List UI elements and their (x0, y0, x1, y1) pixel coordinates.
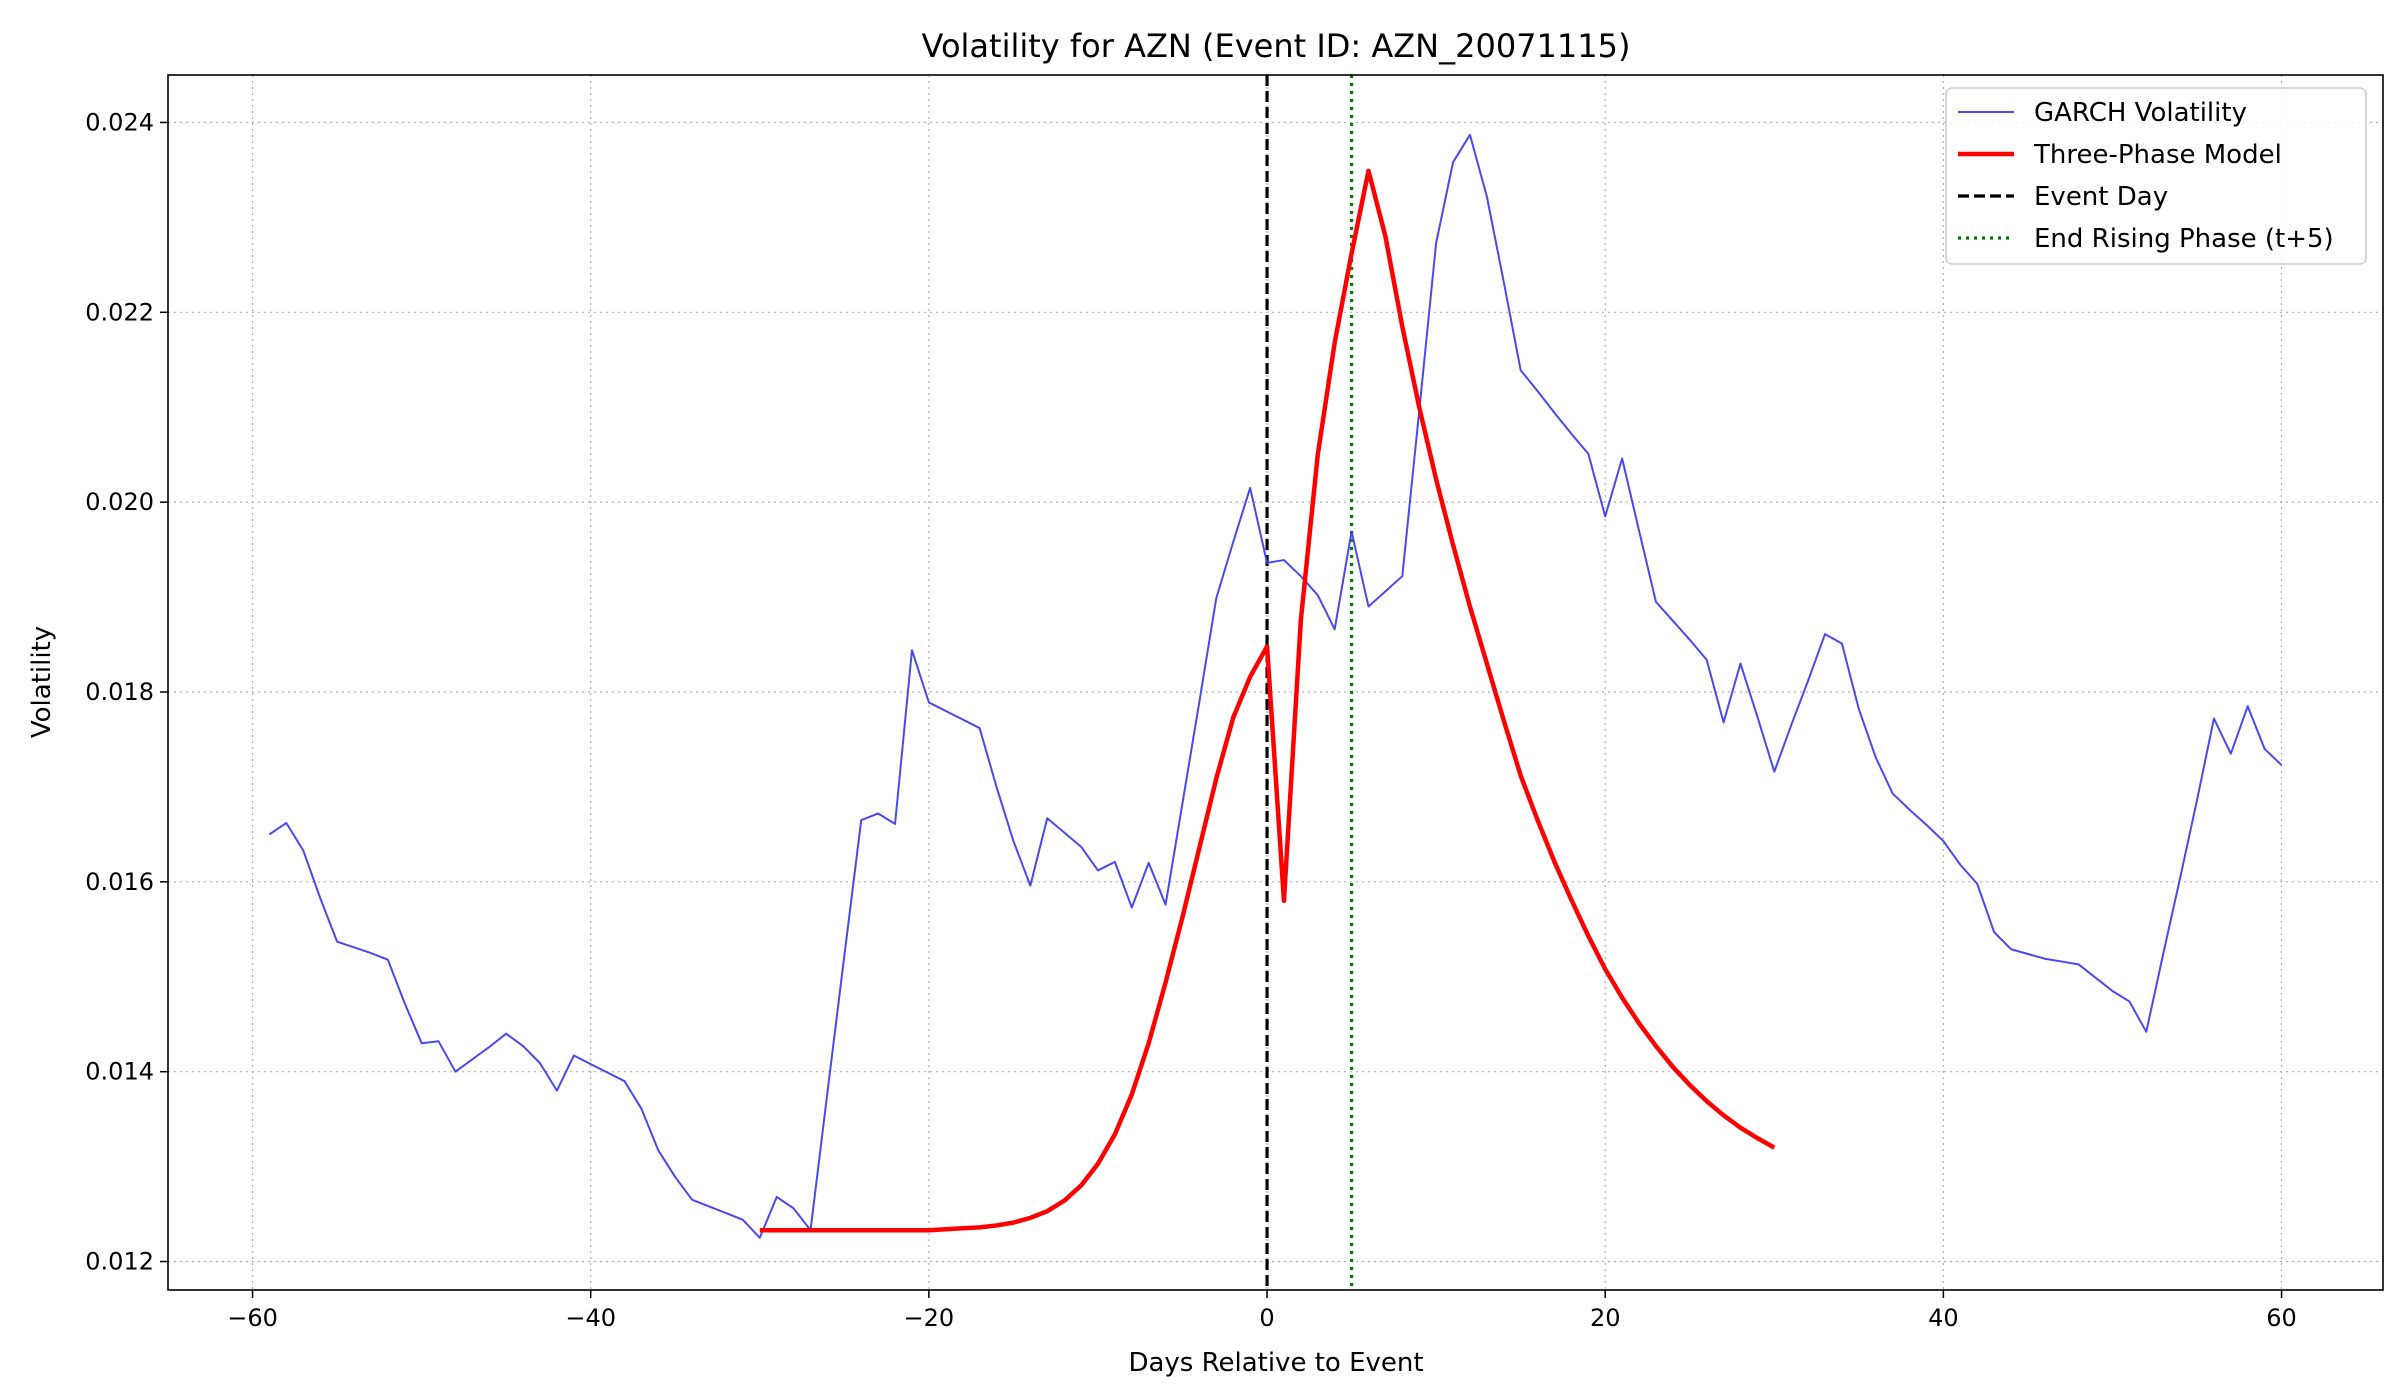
legend-label-three-phase: Three-Phase Model (2033, 140, 2282, 170)
x-axis-label: Days Relative to Event (1128, 1348, 1423, 1378)
x-tick-label: 40 (1928, 1304, 1959, 1332)
y-tick-label: 0.018 (85, 678, 154, 706)
x-tick-label: −20 (904, 1304, 955, 1332)
y-tick-label: 0.016 (85, 868, 154, 896)
legend-box (1945, 87, 2367, 265)
x-axis-ticks: −60 −40 −20 0 20 40 60 (227, 1290, 2297, 1332)
vertical-markers (1265, 75, 1354, 1290)
x-tick-label: 20 (1590, 1304, 1621, 1332)
legend-label-garch: GARCH Volatility (2034, 98, 2247, 128)
legend-label-event-day: Event Day (2034, 182, 2168, 212)
x-tick-label: 60 (2266, 1304, 2297, 1332)
y-tick-label: 0.014 (85, 1058, 154, 1086)
x-tick-label: −60 (227, 1304, 278, 1332)
x-tick-label: 0 (1259, 1304, 1274, 1332)
y-tick-label: 0.024 (85, 108, 154, 136)
grid (168, 75, 2383, 1290)
x-tick-label: −40 (565, 1304, 616, 1332)
data-series (268, 133, 2283, 1239)
legend: GARCH Volatility Three-Phase Model Event… (1945, 87, 2367, 265)
y-axis-label: Volatility (27, 626, 57, 738)
y-axis-ticks: 0.012 0.014 0.016 0.018 0.020 0.022 0.024 (85, 108, 168, 1276)
y-tick-label: 0.022 (85, 298, 154, 326)
garch-volatility-line (268, 133, 2283, 1239)
y-tick-label: 0.012 (85, 1248, 154, 1276)
chart-title: Volatility for AZN (Event ID: AZN_200711… (922, 27, 1631, 65)
y-tick-label: 0.020 (85, 488, 154, 516)
legend-label-end-rising: End Rising Phase (t+5) (2034, 224, 2334, 254)
plot-frame (167, 74, 2384, 1291)
three-phase-model-line (759, 168, 1776, 1233)
